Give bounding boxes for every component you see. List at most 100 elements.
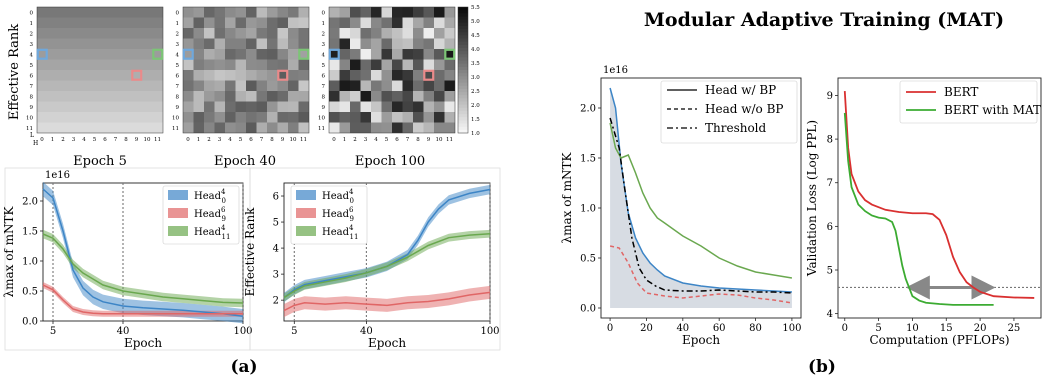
heatmap-cell — [142, 80, 153, 91]
series-line — [609, 245, 793, 304]
heatmap-cell — [142, 59, 153, 70]
heatmap-col-tick: 11 — [300, 137, 307, 143]
heatmap-cell — [381, 70, 392, 81]
x-tick-label: 15 — [940, 323, 953, 334]
colorbar-segment — [458, 104, 468, 109]
heatmap-cell — [193, 112, 204, 123]
heatmap-cell — [214, 112, 225, 123]
heatmap-cell — [225, 28, 236, 39]
heatmap-cell — [110, 28, 121, 39]
heatmap-cell — [152, 122, 163, 133]
heatmap-col-tick: 1 — [343, 137, 347, 143]
heatmap-cell — [183, 28, 194, 39]
y-tick-label: 6 — [827, 222, 833, 233]
heatmap-cell — [413, 101, 424, 112]
heatmap-cell — [79, 59, 90, 70]
legend-subscript: 9 — [349, 215, 353, 223]
heatmap-cell — [434, 112, 445, 123]
heatmap-row-tick: 2 — [322, 32, 326, 38]
heatmap-cell — [47, 101, 58, 112]
heatmap-row-tick: 10 — [26, 116, 33, 122]
colorbar-segment — [458, 10, 468, 14]
heatmap-frame — [182, 6, 310, 134]
heatmap-cell — [183, 122, 194, 133]
legend-superscript: 4 — [221, 224, 226, 232]
colorbar-tick: 1.0 — [471, 131, 480, 137]
x-tick-label: 60 — [713, 323, 726, 334]
legend-entry: Head6 9 — [322, 206, 354, 223]
heatmap-cell — [360, 70, 371, 81]
heatmap-cell — [110, 101, 121, 112]
heatmap-cell — [256, 49, 267, 60]
heatmap-cell — [225, 59, 236, 70]
heatmap-cell — [58, 70, 69, 81]
heatmap-cell — [121, 49, 132, 60]
heatmap-cell — [392, 70, 403, 81]
heatmap-cell — [246, 112, 257, 123]
heatmap-cell — [204, 70, 215, 81]
heatmap-cell — [152, 70, 163, 81]
colorbar-segment — [458, 63, 468, 68]
heatmap-cell — [131, 101, 142, 112]
heatmap-cell — [58, 38, 69, 49]
legend-swatch — [168, 208, 188, 218]
colorbar-tick: 4.0 — [471, 47, 480, 53]
colorbar-segment — [458, 88, 468, 93]
heatmap-cell — [183, 112, 194, 123]
panel-border — [249, 167, 501, 351]
heatmap-cell — [329, 80, 340, 91]
heatmap-cell — [444, 112, 455, 123]
heatmap-cell — [423, 28, 434, 39]
heatmap-cell — [246, 122, 257, 133]
heatmap-cell — [110, 38, 121, 49]
heatmap-cell — [100, 38, 111, 49]
heatmap-cell — [381, 122, 392, 133]
heatmap-cell — [100, 91, 111, 102]
heatmap-cell — [267, 101, 278, 112]
heatmap-cell — [360, 112, 371, 123]
heatmap-cell — [267, 91, 278, 102]
heatmap-cell — [246, 80, 257, 91]
colorbar-segment — [458, 16, 468, 21]
heatmap-cell — [288, 122, 299, 133]
heatmap-cell — [423, 7, 434, 18]
heatmap-col-tick: 6 — [395, 137, 399, 143]
y-axis-label: λmax of mNTK — [560, 151, 574, 243]
colorbar-tick: 3.5 — [471, 61, 480, 67]
legend-swatch — [168, 190, 188, 200]
heatmap-cell — [267, 70, 278, 81]
heatmap-cell — [235, 91, 246, 102]
legend-entry: BERT — [944, 85, 978, 99]
heatmap-cell — [100, 122, 111, 133]
heatmap-cell — [329, 17, 340, 28]
x-tick-label: 40 — [360, 326, 373, 337]
heatmap-cell — [214, 59, 225, 70]
heatmap-cell — [47, 28, 58, 39]
y-tick-label: 6 — [273, 192, 279, 203]
legend-swatch — [296, 208, 316, 218]
colorbar-segment — [458, 7, 468, 11]
heatmap-cell — [110, 17, 121, 28]
heatmap-cell — [360, 59, 371, 70]
heatmap-col-tick: 7 — [260, 137, 264, 143]
heatmap-cell — [444, 91, 455, 102]
heatmap-cell — [110, 7, 121, 18]
y-tick-label: 3 — [273, 270, 279, 281]
heatmap-cell — [339, 7, 350, 18]
heatmap-cell — [58, 101, 69, 112]
heatmap-cell — [402, 17, 413, 28]
series-line — [42, 233, 244, 304]
legend-subscript: 9 — [221, 215, 225, 223]
heatmap-cell — [298, 122, 309, 133]
heatmap-cell — [329, 38, 340, 49]
y-tick-label: 0.5 — [22, 287, 38, 298]
heatmap-cell — [225, 17, 236, 28]
heatmap-cell — [142, 112, 153, 123]
heatmap-col-tick: 2 — [353, 137, 357, 143]
y-tick-label: 7 — [827, 178, 833, 189]
heatmap-col-tick: 1 — [197, 137, 201, 143]
heatmap-cell — [339, 112, 350, 123]
legend-entry: Head w/o BP — [705, 102, 783, 116]
heatmap-row-tick: 1 — [176, 21, 180, 27]
heatmap-cell — [121, 7, 132, 18]
